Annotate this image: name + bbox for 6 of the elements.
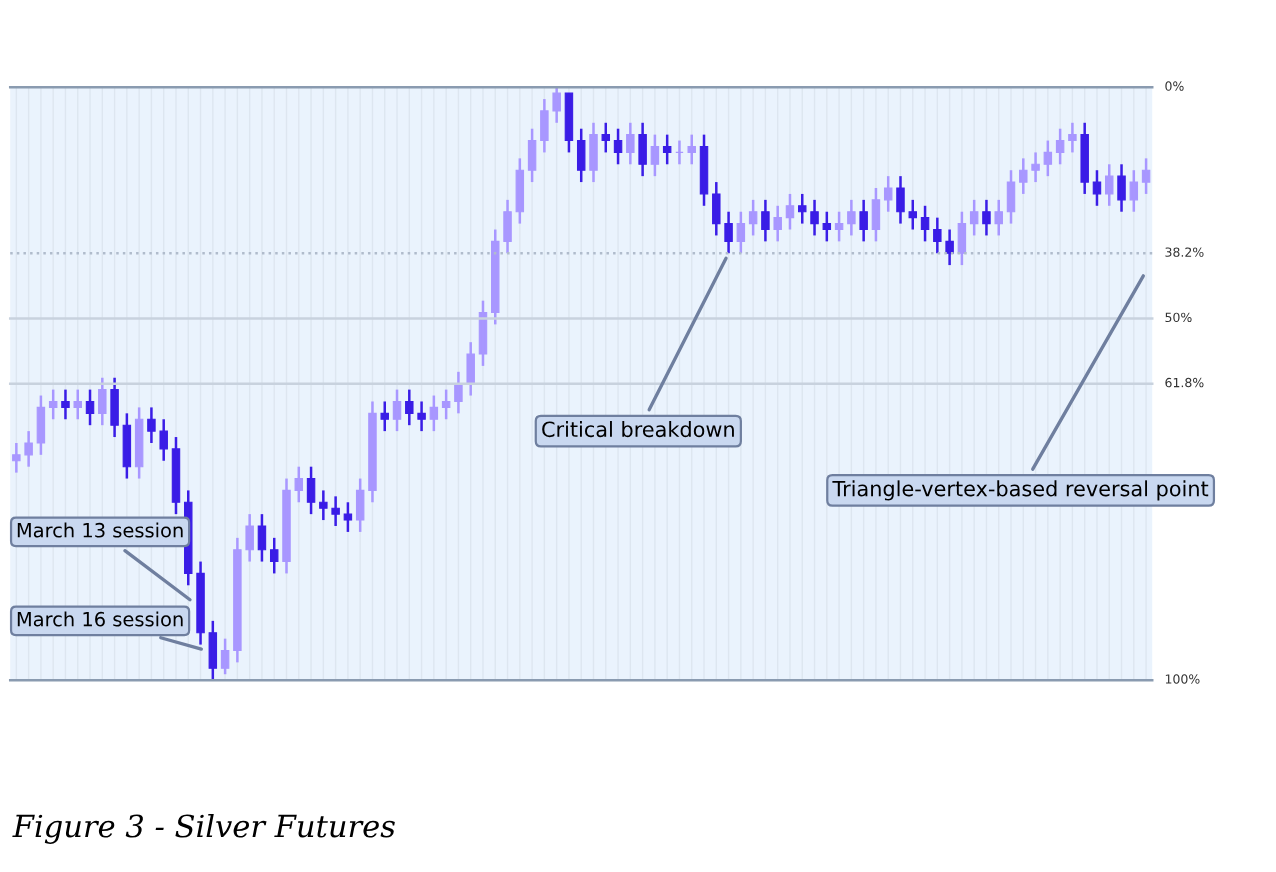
caption: Figure 3 - Silver Futures <box>12 813 395 844</box>
annotation: March 16 session <box>17 611 183 627</box>
annotation: March 13 session <box>17 522 183 538</box>
annotation: Triangle-vertex-based reversal point <box>832 480 1209 501</box>
candlestick <box>883 174 893 213</box>
annotation: Critical breakdown <box>542 421 734 438</box>
